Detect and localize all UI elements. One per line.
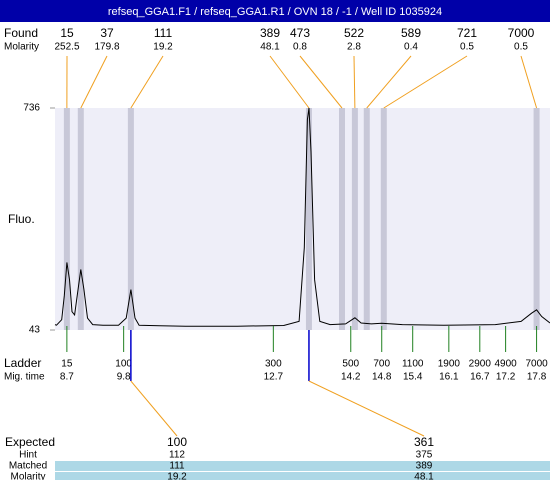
hint-value: 112: [169, 450, 185, 461]
found-size: 473: [290, 26, 310, 40]
expected-value: 361: [414, 435, 434, 449]
molarity-label: Molarity: [10, 472, 45, 480]
found-size: 389: [260, 26, 280, 40]
ladder-size: 1900: [438, 359, 461, 370]
peak-band: [352, 108, 358, 330]
y-tick-label: 736: [23, 103, 40, 114]
peak-band: [364, 108, 370, 330]
ladder-time: 12.7: [264, 372, 284, 383]
found-size: 15: [60, 26, 74, 40]
match-callout: [131, 381, 177, 436]
matched-row: [55, 461, 550, 471]
y-axis-label: Fluo.: [8, 212, 35, 226]
ladder-time: 17.2: [496, 372, 516, 383]
found-size: 7000: [508, 26, 535, 40]
found-molarity: 19.2: [153, 42, 173, 53]
found-size: 589: [401, 26, 421, 40]
ladder-time: 9.8: [117, 372, 131, 383]
peak-callout: [354, 56, 355, 108]
found-molarity: 2.8: [347, 42, 361, 53]
ladder-size: 7000: [525, 359, 548, 370]
found-size: 522: [344, 26, 364, 40]
match-callout: [309, 381, 424, 436]
ladder-time: 15.4: [403, 372, 423, 383]
expected-label: Expected: [5, 435, 55, 449]
ladder-time: 14.8: [372, 372, 392, 383]
hint-value: 375: [416, 450, 433, 461]
ladder-time: 14.2: [341, 372, 361, 383]
ladder-size: 15: [61, 359, 73, 370]
ladder-size: 500: [342, 359, 359, 370]
ladder-size: 1100: [402, 359, 424, 370]
found-molarity: 0.5: [460, 42, 474, 53]
found-size: 721: [457, 26, 477, 40]
ladder-label: Ladder: [4, 356, 41, 370]
expected-value: 100: [167, 435, 187, 449]
peak-callout: [81, 56, 107, 108]
peak-callout: [131, 56, 163, 108]
ladder-size: 100: [115, 359, 132, 370]
peak-callout: [384, 56, 467, 108]
peak-band: [381, 108, 387, 330]
peak-band: [78, 108, 84, 330]
matched-value: 111: [169, 461, 185, 472]
ladder-time: 16.7: [470, 372, 490, 383]
found-molarity: 179.8: [94, 42, 119, 53]
peak-band: [128, 108, 134, 330]
molarity-row: [55, 472, 550, 480]
y-tick-label: 43: [29, 325, 41, 336]
found-molarity: 0.8: [293, 42, 307, 53]
mig-time-label: Mig. time: [4, 372, 45, 383]
ladder-size: 4900: [494, 359, 517, 370]
found-molarity: 48.1: [260, 42, 280, 53]
peak-band: [64, 108, 70, 330]
molarity-value: 19.2: [167, 472, 187, 480]
ladder-size: 2900: [469, 359, 492, 370]
peak-callout: [521, 56, 537, 108]
peak-band: [534, 108, 540, 330]
peak-callout: [367, 56, 411, 108]
ladder-time: 17.8: [527, 372, 547, 383]
molarity-label: Molarity: [4, 42, 39, 53]
found-size: 37: [100, 26, 114, 40]
peak-band: [339, 108, 345, 330]
ladder-size: 300: [265, 359, 282, 370]
ladder-time: 8.7: [60, 372, 74, 383]
molarity-value: 48.1: [414, 472, 434, 480]
ladder-size: 700: [373, 359, 390, 370]
matched-label: Matched: [9, 461, 47, 472]
found-molarity: 0.4: [404, 42, 418, 53]
hint-label: Hint: [19, 450, 37, 461]
found-molarity: 252.5: [54, 42, 79, 53]
matched-value: 389: [416, 461, 433, 472]
ladder-time: 16.1: [439, 372, 459, 383]
found-size: 111: [154, 26, 173, 40]
chart-title: refseq_GGA1.F1 / refseq_GGA1.R1 / OVN 18…: [108, 6, 442, 18]
found-label: Found: [4, 26, 38, 40]
peak-callout: [300, 56, 342, 108]
found-molarity: 0.5: [514, 42, 528, 53]
peak-callout: [270, 56, 309, 108]
